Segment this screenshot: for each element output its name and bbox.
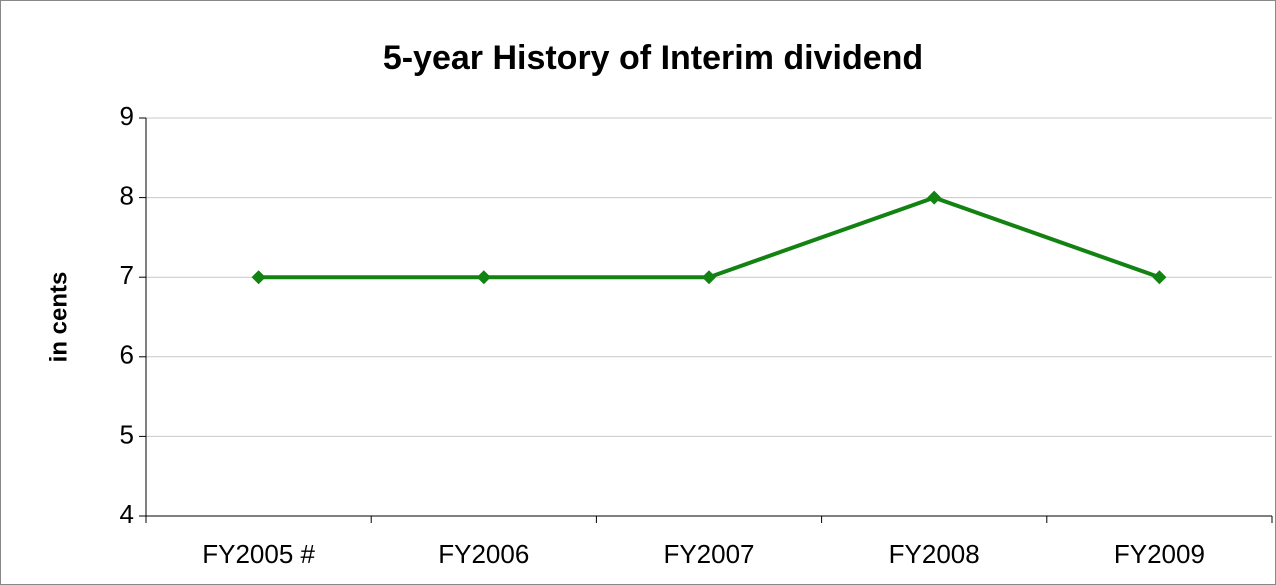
- data-point: [702, 270, 716, 285]
- x-tick-label: FY2009: [1114, 539, 1205, 569]
- data-point: [476, 270, 491, 285]
- x-tick-label: FY2006: [438, 539, 529, 569]
- data-point: [927, 190, 942, 205]
- y-axis-label: in cents: [45, 272, 72, 363]
- y-tick-label: 6: [120, 340, 134, 370]
- x-tick-label: FY2008: [889, 539, 980, 569]
- y-tick-label: 7: [120, 260, 134, 290]
- y-tick-label: 5: [120, 419, 134, 449]
- data-point: [251, 270, 266, 285]
- x-tick-label: FY2007: [663, 539, 754, 569]
- data-point: [1152, 270, 1167, 285]
- y-tick-label: 9: [120, 101, 134, 131]
- x-tick-label: FY2005 #: [202, 539, 315, 569]
- chart-title: 5-year History of Interim dividend: [383, 39, 923, 77]
- y-tick-label: 4: [120, 499, 134, 529]
- y-tick-label: 8: [120, 180, 134, 210]
